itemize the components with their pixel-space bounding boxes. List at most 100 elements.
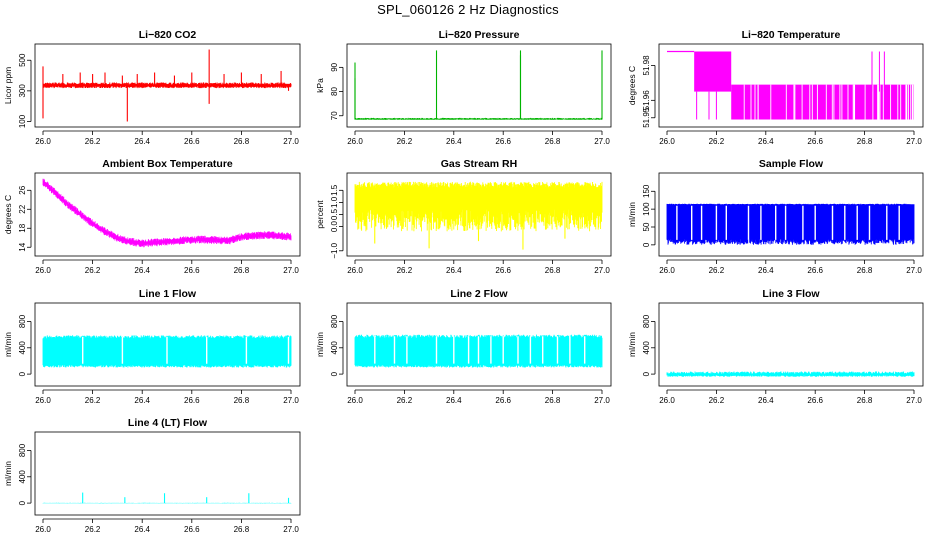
x-tick-label: 26.0 bbox=[347, 137, 363, 146]
y-tick-label: 14 bbox=[18, 242, 27, 251]
x-tick-label: 26.2 bbox=[85, 137, 101, 146]
series-line-4 bbox=[42, 492, 292, 504]
x-tick-label: 26.0 bbox=[35, 396, 51, 405]
x-tick-label: 26.2 bbox=[85, 396, 101, 405]
chart-title: Line 2 Flow bbox=[450, 288, 508, 300]
y-tick-label: 51.98 bbox=[642, 55, 651, 76]
x-tick-label: 27.0 bbox=[283, 137, 299, 146]
x-tick-label: 26.2 bbox=[709, 137, 725, 146]
y-tick-label: 80 bbox=[330, 87, 339, 96]
x-tick-label: 26.8 bbox=[234, 266, 250, 275]
x-tick-label: 26.6 bbox=[807, 137, 823, 146]
series-line-1 bbox=[42, 335, 292, 368]
x-tick-label: 27.0 bbox=[283, 396, 299, 405]
y-tick-label: 0.5 bbox=[330, 208, 339, 220]
x-tick-label: 26.2 bbox=[709, 396, 725, 405]
x-tick-label: 26.0 bbox=[659, 137, 675, 146]
x-tick-label: 26.2 bbox=[85, 266, 101, 275]
y-tick-label: 400 bbox=[18, 341, 27, 355]
x-tick-label: 26.6 bbox=[184, 137, 200, 146]
x-tick-label: 26.8 bbox=[857, 266, 873, 275]
y-tick-label: −1.0 bbox=[330, 242, 339, 258]
x-tick-label: 26.8 bbox=[545, 396, 561, 405]
y-tick-label: 300 bbox=[18, 84, 27, 98]
y-tick-label: 400 bbox=[18, 470, 27, 484]
y-axis-label: degrees C bbox=[627, 66, 637, 105]
plot-frame bbox=[658, 43, 924, 128]
x-tick-label: 27.0 bbox=[283, 525, 299, 534]
chart-panel: Line 4 (LT) Flow 26.0 26.2 26.4 26.6 26.8 27.0… bbox=[3, 417, 301, 534]
x-tick-label: 27.0 bbox=[594, 266, 610, 275]
x-tick-label: 26.4 bbox=[446, 396, 462, 405]
series-band bbox=[354, 117, 603, 120]
y-tick-label: 70 bbox=[330, 111, 339, 120]
plot-frame bbox=[658, 302, 924, 387]
y-tick-label: 0.0 bbox=[330, 220, 339, 232]
chart-title: Li−820 Pressure bbox=[439, 29, 520, 41]
series-ambient bbox=[42, 178, 292, 248]
y-tick-label: 51.95 bbox=[642, 107, 651, 128]
chart-panel: Line 3 Flow 26.0 26.2 26.4 26.6 26.8 27.0 0 400 8… bbox=[627, 288, 924, 405]
x-tick-label: 26.2 bbox=[709, 266, 725, 275]
y-tick-label: 800 bbox=[18, 443, 27, 457]
y-tick-label: 0 bbox=[642, 242, 651, 247]
x-tick-label: 26.6 bbox=[495, 396, 511, 405]
x-tick-label: 26.2 bbox=[397, 396, 413, 405]
x-tick-label: 26.4 bbox=[758, 266, 774, 275]
series-pressure bbox=[354, 50, 603, 120]
chart-panel: Ambient Box Temperature 26.0 26.2 26.4 26.6 2… bbox=[3, 158, 301, 275]
y-tick-label: 150 bbox=[642, 184, 651, 198]
series-line-2 bbox=[354, 334, 603, 368]
page-title: SPL_060126 2 Hz Diagnostics bbox=[377, 2, 559, 17]
series-rh bbox=[354, 181, 603, 250]
x-tick-label: 26.4 bbox=[446, 137, 462, 146]
x-tick-label: 26.4 bbox=[758, 137, 774, 146]
y-tick-label: 500 bbox=[18, 53, 27, 67]
x-tick-label: 26.4 bbox=[758, 396, 774, 405]
series-line bbox=[42, 178, 292, 248]
series-band bbox=[666, 371, 915, 377]
chart-title: Gas Stream RH bbox=[441, 158, 517, 170]
x-tick-label: 26.0 bbox=[347, 266, 363, 275]
chart-panel: Sample Flow 26.0 26.2 26.4 26.6 26.8 27.0 0 50 10… bbox=[627, 158, 924, 275]
y-tick-label: 100 bbox=[642, 202, 651, 216]
chart-panel: Li−820 CO2 26.0 26.2 26.4 26.6 26.8 27.0 100 300… bbox=[3, 29, 301, 146]
series-band bbox=[42, 335, 292, 368]
plot-frame bbox=[34, 43, 301, 128]
plot-frame bbox=[346, 43, 612, 128]
x-tick-label: 26.8 bbox=[545, 137, 561, 146]
x-tick-label: 26.0 bbox=[347, 396, 363, 405]
series-line-3 bbox=[666, 371, 915, 377]
x-tick-label: 26.0 bbox=[35, 525, 51, 534]
y-tick-label: 90 bbox=[330, 62, 339, 71]
x-tick-label: 27.0 bbox=[594, 396, 610, 405]
y-tick-label: 26 bbox=[18, 185, 27, 194]
x-tick-label: 26.6 bbox=[807, 396, 823, 405]
x-tick-label: 26.8 bbox=[234, 137, 250, 146]
series-temperature bbox=[667, 50, 914, 120]
y-tick-label: 1.0 bbox=[330, 196, 339, 208]
chart-title: Li−820 CO2 bbox=[139, 29, 197, 41]
x-tick-label: 26.4 bbox=[134, 525, 150, 534]
chart-title: Line 1 Flow bbox=[139, 288, 197, 300]
x-tick-label: 27.0 bbox=[906, 137, 922, 146]
y-tick-label: 0 bbox=[18, 371, 27, 376]
x-tick-label: 26.2 bbox=[397, 266, 413, 275]
x-tick-label: 26.4 bbox=[134, 266, 150, 275]
chart-title: Line 4 (LT) Flow bbox=[128, 417, 208, 429]
chart-title: Li−820 Temperature bbox=[742, 29, 841, 41]
series-band bbox=[42, 502, 292, 504]
x-tick-label: 26.6 bbox=[807, 266, 823, 275]
chart-panel: Line 2 Flow 26.0 26.2 26.4 26.6 26.8 27.0 0 400 8… bbox=[315, 288, 612, 405]
plot-frame bbox=[34, 172, 301, 257]
x-tick-label: 26.6 bbox=[184, 525, 200, 534]
y-tick-label: 22 bbox=[18, 204, 27, 213]
y-axis-label: ml/min bbox=[627, 332, 637, 357]
x-tick-label: 26.0 bbox=[659, 266, 675, 275]
chart-panel: Line 1 Flow 26.0 26.2 26.4 26.6 26.8 27.0 0 400 8… bbox=[3, 288, 301, 405]
x-tick-label: 26.8 bbox=[857, 396, 873, 405]
y-tick-label: 800 bbox=[330, 314, 339, 328]
x-tick-label: 27.0 bbox=[906, 266, 922, 275]
y-tick-label: 0 bbox=[642, 371, 651, 376]
y-tick-label: 800 bbox=[642, 314, 651, 328]
